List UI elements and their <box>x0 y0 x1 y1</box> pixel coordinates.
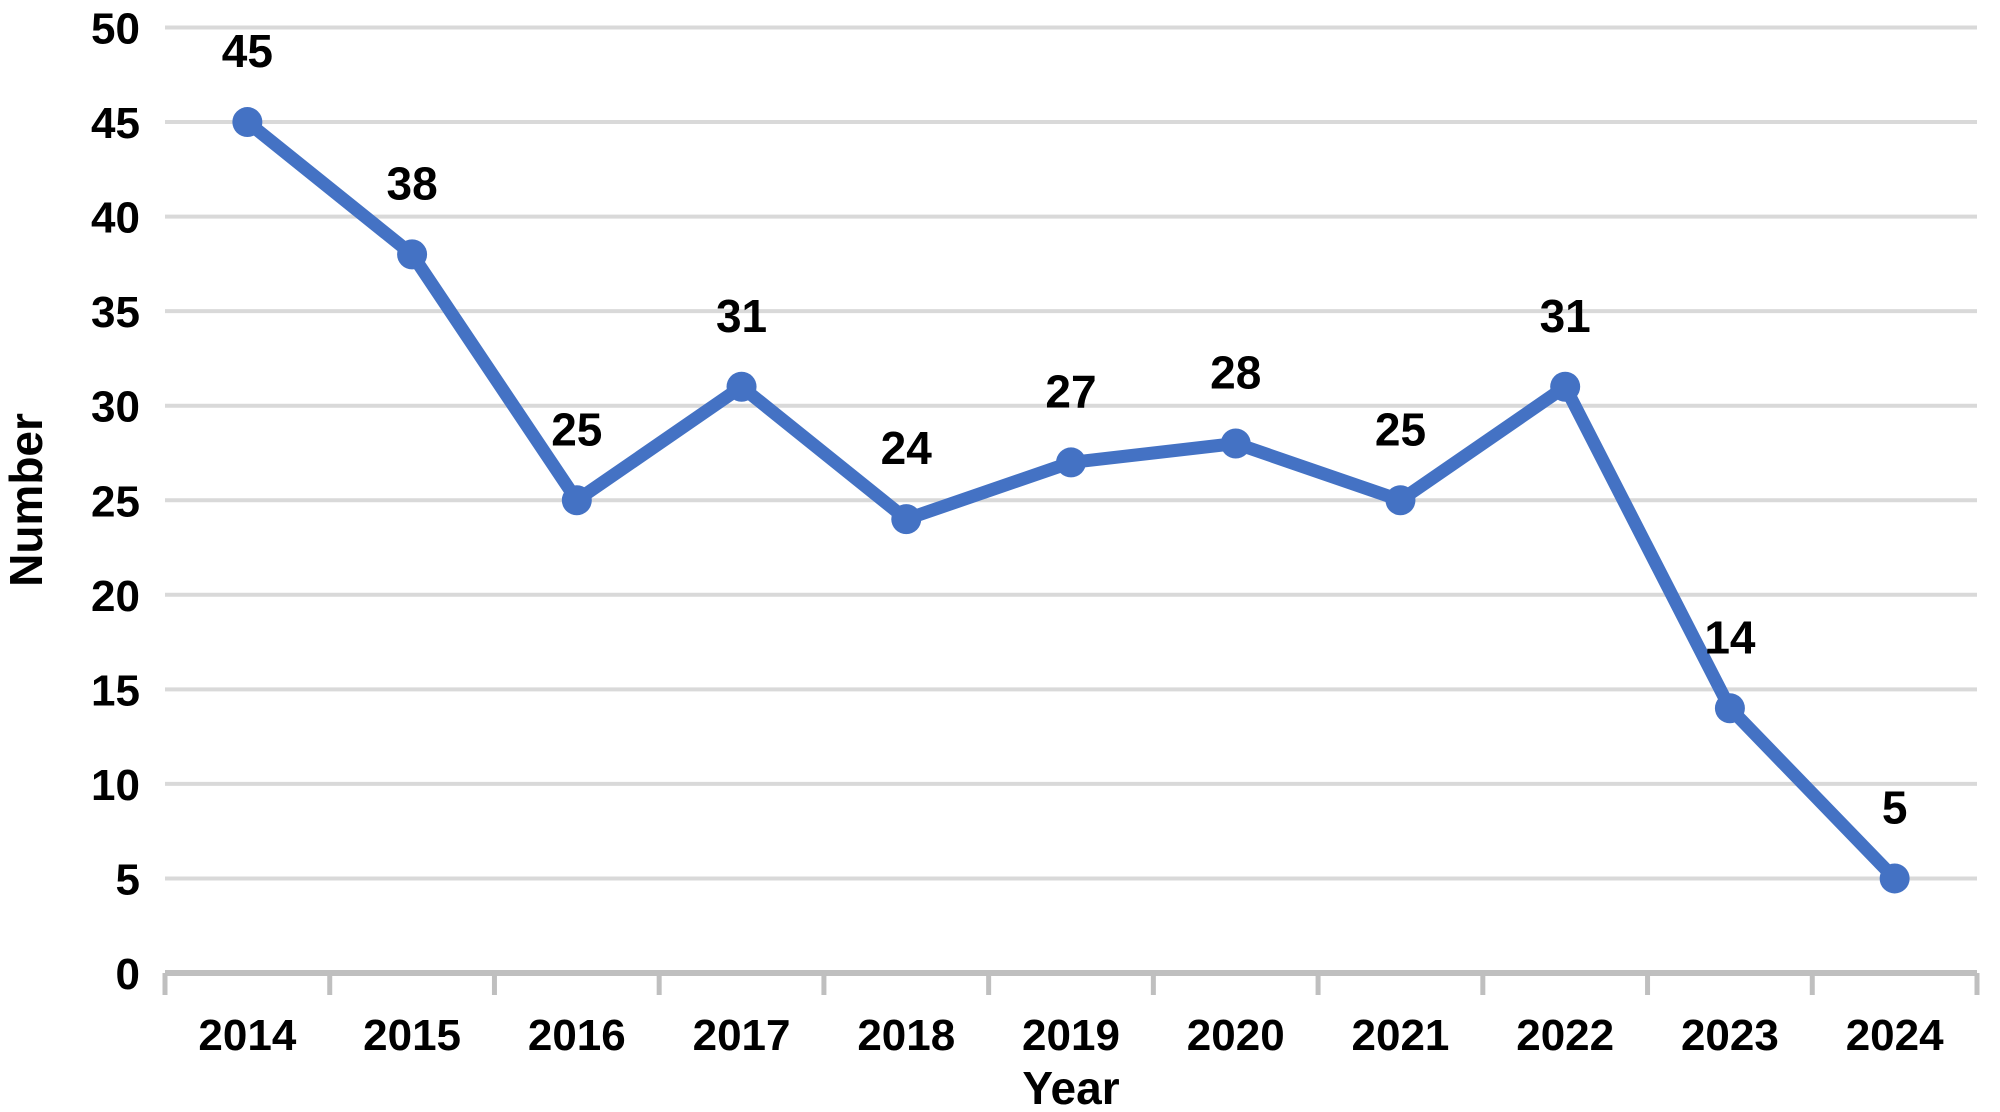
y-tick-label: 20 <box>91 572 140 621</box>
data-point-marker <box>397 239 428 270</box>
x-axis-title: Year <box>1022 1062 1119 1112</box>
y-tick-label: 0 <box>116 950 140 999</box>
y-tick-label: 35 <box>91 288 140 337</box>
x-tick-label: 2016 <box>528 1011 626 1060</box>
x-tick-label: 2024 <box>1846 1011 1944 1060</box>
y-tick-label: 40 <box>91 194 140 243</box>
data-label-layer: 45 38 25 31 24 27 28 25 31 14 5 <box>222 25 1908 833</box>
x-tick-label: 2018 <box>857 1011 955 1060</box>
data-point-marker <box>232 107 263 138</box>
y-tick-label: 10 <box>91 761 140 810</box>
x-tick-label: 2022 <box>1516 1011 1614 1060</box>
y-tick-label: 50 <box>91 5 140 54</box>
data-point-label: 31 <box>1540 290 1591 342</box>
data-point-label: 14 <box>1704 611 1756 663</box>
data-point-label: 25 <box>551 403 602 455</box>
y-tick-label: 25 <box>91 477 140 526</box>
data-point-label: 31 <box>716 290 767 342</box>
data-point-label: 45 <box>222 25 273 77</box>
axis-layer <box>162 970 1980 995</box>
data-point-label: 25 <box>1375 403 1426 455</box>
data-point-marker <box>726 371 757 402</box>
tick-label-layer: 0 5 10 15 20 25 30 35 40 45 50 2014 2015 2016 2017 2018… <box>91 5 1944 1061</box>
data-point-marker <box>1550 371 1581 402</box>
data-point-label: 28 <box>1210 347 1261 399</box>
y-tick-label: 45 <box>91 99 140 148</box>
data-point-label: 27 <box>1045 365 1096 417</box>
y-tick-label: 30 <box>91 383 140 432</box>
data-point-marker <box>1714 693 1745 724</box>
x-tick-label: 2023 <box>1681 1011 1779 1060</box>
x-tick-label: 2014 <box>198 1011 296 1060</box>
data-point-label: 5 <box>1882 781 1908 833</box>
data-point-marker <box>1056 447 1086 478</box>
y-tick-label: 15 <box>91 666 140 715</box>
y-tick-label: 5 <box>116 855 140 904</box>
x-tick-label: 2019 <box>1022 1011 1120 1060</box>
x-tick-label: 2021 <box>1352 1011 1450 1060</box>
x-tick-label: 2015 <box>363 1011 461 1060</box>
data-point-marker <box>1879 863 1910 894</box>
y-axis-title: Number <box>0 413 52 587</box>
data-point-label: 38 <box>387 157 438 209</box>
x-tick-label: 2017 <box>693 1011 791 1060</box>
data-point-marker <box>891 504 922 535</box>
data-point-marker <box>1385 485 1416 516</box>
series-layer <box>232 107 1910 894</box>
gridline-layer <box>165 25 1977 881</box>
data-point-marker <box>1220 428 1251 459</box>
data-point-marker <box>561 485 592 516</box>
data-point-label: 24 <box>881 422 933 474</box>
x-tick-label: 2020 <box>1187 1011 1285 1060</box>
